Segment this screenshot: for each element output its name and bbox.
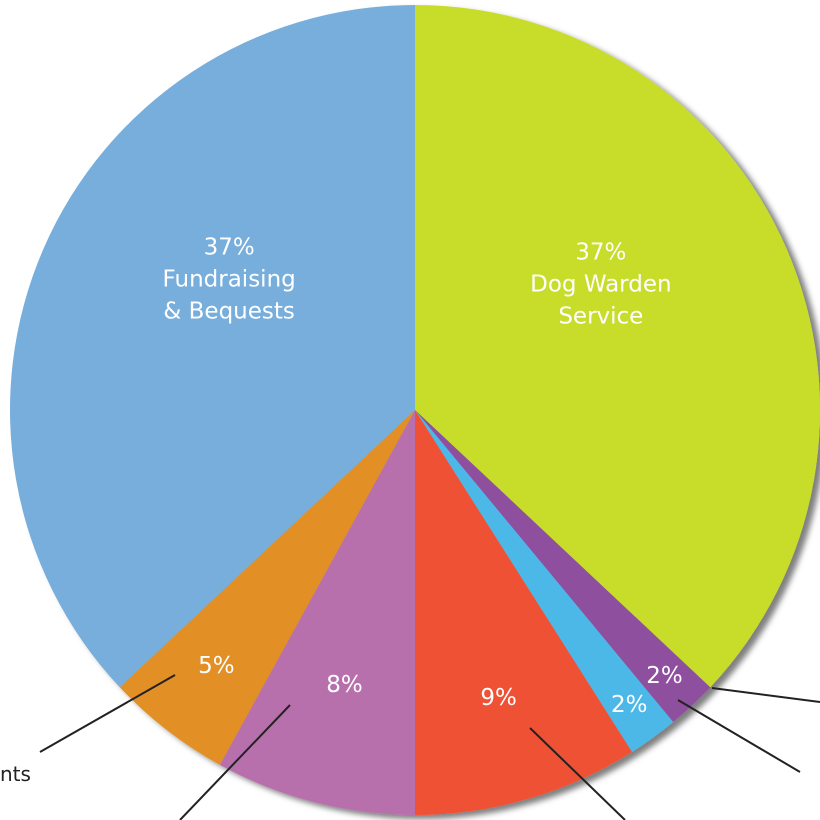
category-label: Dog Warden Service [530,271,672,330]
slice-label: 9% [480,682,517,714]
slice-label: 37% Fundraising & Bequests [154,231,304,328]
leader-line [711,687,820,703]
pie-slice [119,410,416,765]
leader-line [529,727,626,820]
leader-line [179,704,291,820]
slice-label: 5% [198,650,235,682]
pie-slice [9,5,416,688]
value-label: 5% [198,652,235,679]
value-label: 37% [575,239,627,266]
slice-label: 2% [611,689,648,721]
slice-label: 8% [326,668,363,700]
pie-slice [415,5,820,688]
annotation: nts [0,762,31,786]
value-label: 2% [610,691,648,718]
leader-lines [39,674,820,820]
value-label: 37% [203,234,255,261]
value-label: 9% [480,684,517,711]
pie-slice [415,410,711,723]
pie-slice [415,410,674,752]
pie [9,5,820,815]
slice-label: 2% [646,660,683,692]
pie-slice [219,410,415,815]
value-label: 8% [326,671,363,698]
slice-label: 37% Dog Warden Service [516,236,686,333]
leader-line [677,699,801,773]
category-label: Fundraising & Bequests [162,266,296,325]
pie-slice [415,410,633,815]
leader-line [39,674,176,753]
value-label: 2% [646,662,683,689]
